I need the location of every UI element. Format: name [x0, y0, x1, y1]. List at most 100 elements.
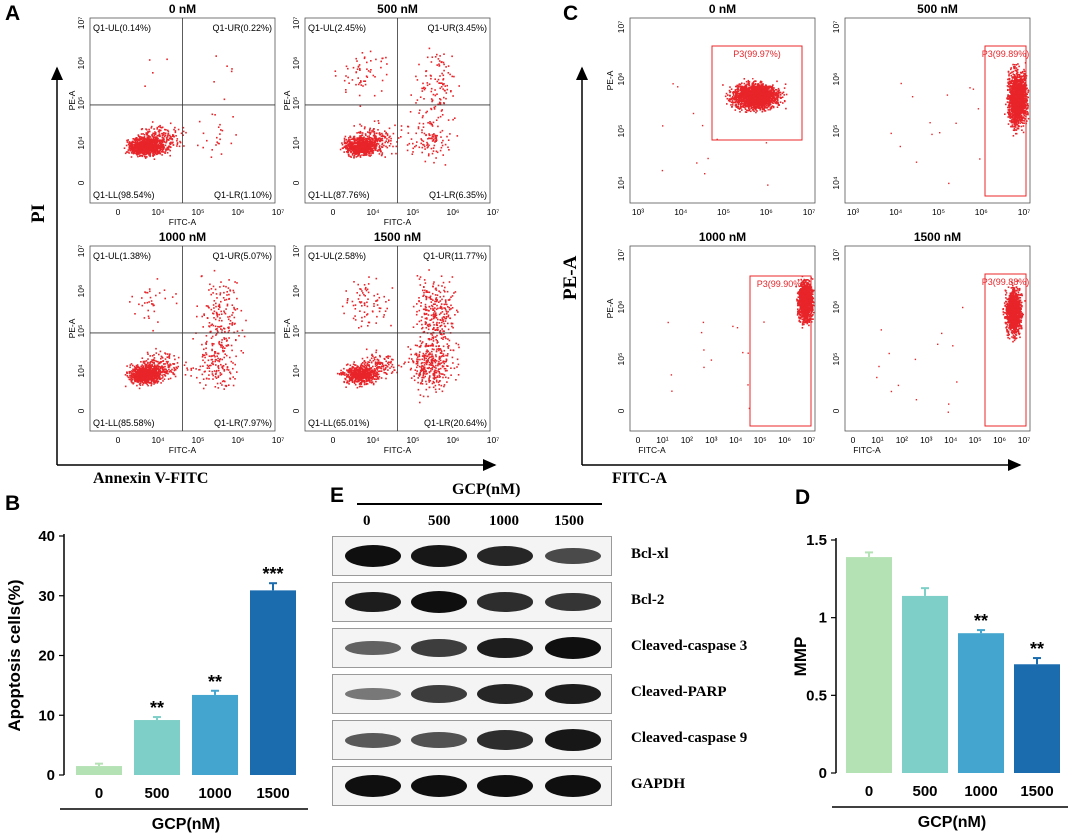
blot-band: [477, 684, 533, 704]
y-tick-label: 10⁶: [291, 57, 301, 70]
x-tick-label: 10⁵: [407, 435, 420, 445]
x-tick-label: 10⁵: [192, 207, 205, 217]
y-tick-label: 10: [38, 707, 55, 724]
y-tick-label: 10⁶: [831, 73, 841, 86]
x-tick-label: 10⁴: [889, 207, 902, 217]
x-tick-label: 10⁷: [803, 207, 816, 217]
x-tick-label: 10⁶: [993, 435, 1006, 445]
panel-label-b: B: [5, 492, 21, 515]
plot-title: 0 nM: [709, 2, 736, 16]
x-tick-label: 0: [865, 783, 873, 800]
quadrant-ll-label: Q1-LL(87.76%): [308, 190, 370, 200]
y-tick-label: 10⁴: [76, 136, 86, 149]
protein-label: Cleaved-caspase 9: [631, 730, 748, 746]
y-tick-label: 0: [76, 180, 86, 185]
x-tick-label: 10⁴: [366, 207, 379, 217]
quadrant-ul-label: Q1-UL(2.45%): [308, 23, 366, 33]
x-tick-label: 10⁴: [366, 435, 379, 445]
x-tick-label: 10⁷: [272, 207, 285, 217]
blot-band: [411, 775, 467, 797]
scatter-points: [124, 269, 247, 390]
gate-label: P3(99.97%): [733, 49, 781, 59]
y-tick-label: 10⁷: [76, 17, 86, 30]
protein-label: GAPDH: [631, 776, 686, 792]
annexin-scatter-plot: 0 nM Q1-UL(0.14%) Q1-UR(0.22%) Q1-LL(98.54%…: [67, 2, 284, 227]
x-tick-label: 500: [144, 785, 169, 802]
panel-b-bar-chart: 0 10 20 30 40 Apoptosis cells(%) 0 ** 500 ** 1000 *…: [5, 528, 308, 833]
quadrant-lr-label: Q1-LR(6.35%): [429, 190, 487, 200]
x-tick-label: 500: [912, 783, 937, 800]
x-tick-label: 10⁴: [674, 207, 687, 217]
bar: [902, 595, 948, 773]
panel-label-e: E: [330, 484, 345, 507]
fitc-axis-label: FITC-A: [169, 217, 197, 227]
protein-label: Bcl-2: [631, 592, 665, 608]
blot-band: [477, 775, 533, 797]
x-tick-label: 10³: [705, 435, 717, 445]
x-tick-label: 10⁴: [151, 207, 164, 217]
scatter-points: [336, 269, 460, 404]
blot-band: [545, 683, 601, 705]
x-tick-label: 10¹: [871, 435, 883, 445]
blot-band: [345, 545, 401, 567]
blot-band: [345, 591, 401, 613]
significance-mark: **: [1030, 639, 1044, 659]
x-tick-label: 10⁶: [447, 207, 460, 217]
blot-band: [545, 775, 601, 797]
y-tick-label: 10⁵: [76, 97, 86, 110]
x-tick-label: 10⁶: [232, 435, 245, 445]
pe-axis-label: PE-A: [282, 90, 292, 110]
x-tick-label: 0: [331, 207, 336, 217]
x-tick-label: 1000: [964, 783, 997, 800]
y-tick-label: 30: [38, 588, 55, 605]
y-tick-label: 10⁵: [831, 353, 841, 366]
x-tick-label: 10³: [920, 435, 932, 445]
x-tick-label: 10⁵: [932, 207, 945, 217]
lane-label: 0: [363, 513, 371, 529]
fitc-axis-label: FITC-A: [853, 445, 881, 455]
panel-a-flow-cytometry: 0 nM Q1-UL(0.14%) Q1-UR(0.22%) Q1-LL(98.54%…: [51, 2, 499, 471]
pe-axis-label: PE-A: [67, 90, 77, 110]
lane-label: 1000: [489, 513, 519, 529]
panel-label-c: C: [563, 2, 579, 25]
gate-rectangle: [711, 45, 803, 141]
y-tick-label: 0: [76, 408, 86, 413]
blot-band: [477, 637, 533, 659]
blot-band: [545, 729, 601, 751]
fitc-axis-label: FITC-A: [384, 445, 412, 455]
x-tick-label: 10²: [681, 435, 693, 445]
x-tick-label: 10⁷: [803, 435, 816, 445]
y-tick-label: 1: [819, 610, 827, 627]
x-tick-label: 0: [331, 435, 336, 445]
blot-band: [477, 546, 533, 566]
x-tick-label: 10⁶: [760, 207, 773, 217]
x-tick-label: 10²: [896, 435, 908, 445]
y-tick-label: 10⁴: [616, 176, 626, 189]
gate-label: P3(99.89%): [982, 49, 1030, 59]
x-axis-title: GCP(nM): [918, 814, 986, 831]
panel-c-y-label: PE-A: [560, 255, 581, 300]
scatter-points: [334, 47, 460, 166]
fitc-axis-label: FITC-A: [384, 217, 412, 227]
quadrant-ul-label: Q1-UL(2.58%): [308, 251, 366, 261]
y-tick-label: 10⁶: [291, 285, 301, 298]
blot-band: [477, 730, 533, 750]
bar: [250, 590, 296, 775]
mmp-scatter-plot: P3(99.88%) 1500 nM 0 10¹ 10² 10³ 10⁴ 10⁵ 10⁶ 10⁷ 0…: [831, 230, 1031, 455]
lane-label: 500: [428, 513, 451, 529]
plot-title: 1500 nM: [374, 230, 421, 244]
x-tick-label: 10⁵: [969, 435, 982, 445]
y-tick-label: 10⁶: [831, 301, 841, 314]
gate-label: P3(99.90%): [757, 279, 805, 289]
x-tick-label: 10⁴: [944, 435, 957, 445]
y-tick-label: 10⁵: [291, 97, 301, 110]
lane-label: 1500: [554, 513, 584, 529]
x-tick-label: 10⁶: [447, 435, 460, 445]
y-tick-label: 1.5: [806, 532, 827, 549]
y-tick-label: 10⁶: [76, 285, 86, 298]
y-tick-label: 10⁷: [831, 21, 841, 34]
gate-label: P3(99.88%): [982, 277, 1030, 287]
plot-title: 500 nM: [377, 2, 418, 16]
panel-label-d: D: [795, 486, 811, 509]
bar: [192, 694, 238, 775]
